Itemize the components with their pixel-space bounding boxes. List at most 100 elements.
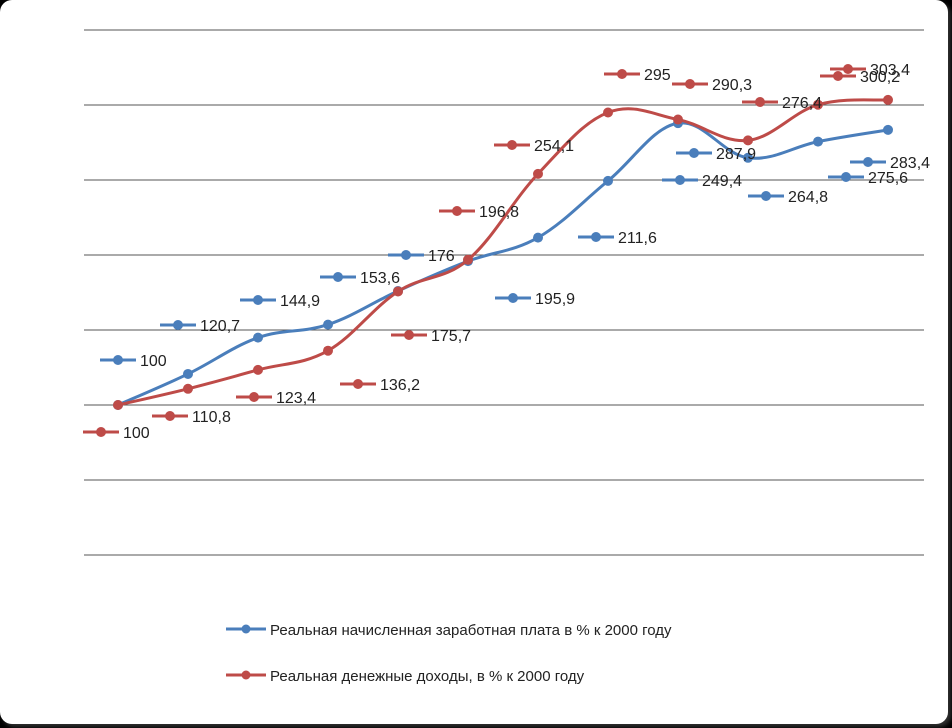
- data-label-s0-8: 287,9: [676, 146, 756, 163]
- series-lines: [113, 94, 893, 410]
- data-point-s1-7: [603, 107, 613, 118]
- data-point-s0-3: [323, 319, 333, 330]
- label-marker-dot: [755, 97, 765, 107]
- label-marker-dot: [841, 172, 851, 182]
- label-marker-dot: [508, 293, 518, 303]
- label-text: 144,9: [280, 293, 320, 310]
- data-label-s0-3: 153,6: [320, 270, 400, 287]
- data-point-s0-6: [533, 232, 543, 243]
- label-marker-dot: [761, 191, 771, 201]
- label-text: 276,4: [782, 95, 822, 112]
- data-label-s0-4: 176: [388, 248, 455, 265]
- label-text: 120,7: [200, 318, 240, 335]
- data-label-s0-2: 144,9: [240, 293, 320, 310]
- label-text: 283,4: [890, 155, 930, 172]
- label-marker-dot: [96, 427, 106, 437]
- data-label-s0-9: 264,8: [748, 189, 828, 206]
- data-point-s1-4: [393, 286, 403, 297]
- label-text: 249,4: [702, 173, 742, 190]
- label-marker-dot: [689, 148, 699, 158]
- label-text: 153,6: [360, 270, 400, 287]
- legend-marker-income: [241, 670, 251, 680]
- data-point-s1-2: [253, 364, 263, 375]
- label-text: 110,8: [192, 409, 231, 426]
- label-text: 176: [428, 248, 455, 265]
- data-label-s0-0: 100: [100, 353, 167, 370]
- data-point-s1-8: [673, 114, 683, 125]
- label-marker-dot: [675, 175, 685, 185]
- data-label-s0-6: 211,6: [578, 230, 657, 247]
- label-marker-dot: [404, 330, 414, 340]
- data-point-s1-3: [323, 345, 333, 356]
- label-text: 195,9: [535, 291, 575, 308]
- legend-label-wage: Реальная начисленная заработная плата в …: [270, 622, 672, 639]
- data-point-s0-2: [253, 332, 263, 343]
- legend: Реальная начисленная заработная плата в …: [226, 622, 672, 685]
- data-label-s1-0: 100: [83, 425, 150, 442]
- data-label-s1-1: 110,8: [152, 409, 231, 426]
- data-point-s0-7: [603, 175, 613, 186]
- data-label-s1-5: 196,8: [439, 204, 519, 221]
- data-label-s1-2: 123,4: [236, 390, 316, 407]
- label-text: 264,8: [788, 189, 828, 206]
- label-marker-dot: [685, 79, 695, 89]
- label-text: 275,6: [868, 170, 908, 187]
- label-marker-dot: [253, 295, 263, 305]
- label-text: 287,9: [716, 146, 756, 163]
- data-label-s0-11: 283,4: [850, 155, 930, 172]
- label-marker-dot: [591, 232, 601, 242]
- label-marker-dot: [113, 355, 123, 365]
- data-labels: 100 120,7 144,9 153,6 176 195,9 211,6 249,4 287,…: [83, 62, 930, 442]
- label-marker-dot: [507, 140, 517, 150]
- data-label-s1-8: 290,3: [672, 77, 752, 94]
- data-label-s1-10: 300,2: [820, 69, 900, 86]
- label-text: 303,4: [870, 62, 910, 79]
- data-point-s1-11: [883, 94, 893, 105]
- data-label-s1-7: 295: [604, 67, 671, 84]
- label-marker-dot: [401, 250, 411, 260]
- label-text: 295: [644, 67, 671, 84]
- label-marker-dot: [452, 206, 462, 216]
- data-point-s1-10: [813, 99, 823, 110]
- label-marker-dot: [165, 411, 175, 421]
- label-marker-dot: [843, 64, 853, 74]
- series-line-0: [117, 121, 889, 407]
- label-text: 123,4: [276, 390, 316, 407]
- data-point-s1-0: [113, 400, 123, 410]
- data-point-s1-5: [463, 254, 473, 265]
- data-label-s0-5: 195,9: [495, 291, 575, 308]
- data-point-s0-11: [883, 124, 893, 135]
- label-text: 100: [123, 425, 150, 442]
- data-label-s1-4: 175,7: [391, 328, 471, 345]
- gridlines: [84, 29, 924, 556]
- data-label-s0-10: 275,6: [828, 170, 908, 187]
- data-point-s1-1: [183, 383, 193, 394]
- label-text: 100: [140, 353, 167, 370]
- legend-item-wage: Реальная начисленная заработная плата в …: [226, 622, 672, 639]
- data-label-s0-7: 249,4: [662, 173, 742, 190]
- label-marker-dot: [249, 392, 259, 402]
- label-text: 211,6: [618, 230, 657, 247]
- label-text: 175,7: [431, 328, 471, 345]
- label-text: 136,2: [380, 377, 420, 394]
- label-marker-dot: [173, 320, 183, 330]
- label-marker-dot: [833, 71, 843, 81]
- label-marker-dot: [333, 272, 343, 282]
- data-label-s1-6: 254,1: [494, 138, 574, 155]
- data-point-s0-1: [183, 368, 193, 379]
- data-label-s1-3: 136,2: [340, 377, 420, 394]
- data-label-s0-1: 120,7: [160, 318, 240, 335]
- legend-label-income: Реальная денежные доходы, в % к 2000 год…: [270, 668, 585, 685]
- label-marker-dot: [353, 379, 363, 389]
- label-marker-dot: [617, 69, 627, 79]
- label-marker-dot: [863, 157, 873, 167]
- label-text: 300,2: [860, 69, 900, 86]
- data-label-s1-11: 303,4: [830, 62, 910, 79]
- data-point-s1-6: [533, 168, 543, 179]
- data-point-s0-10: [813, 136, 823, 147]
- label-text: 196,8: [479, 204, 519, 221]
- legend-item-income: Реальная денежные доходы, в % к 2000 год…: [226, 668, 585, 685]
- data-point-s0-9: [743, 152, 753, 163]
